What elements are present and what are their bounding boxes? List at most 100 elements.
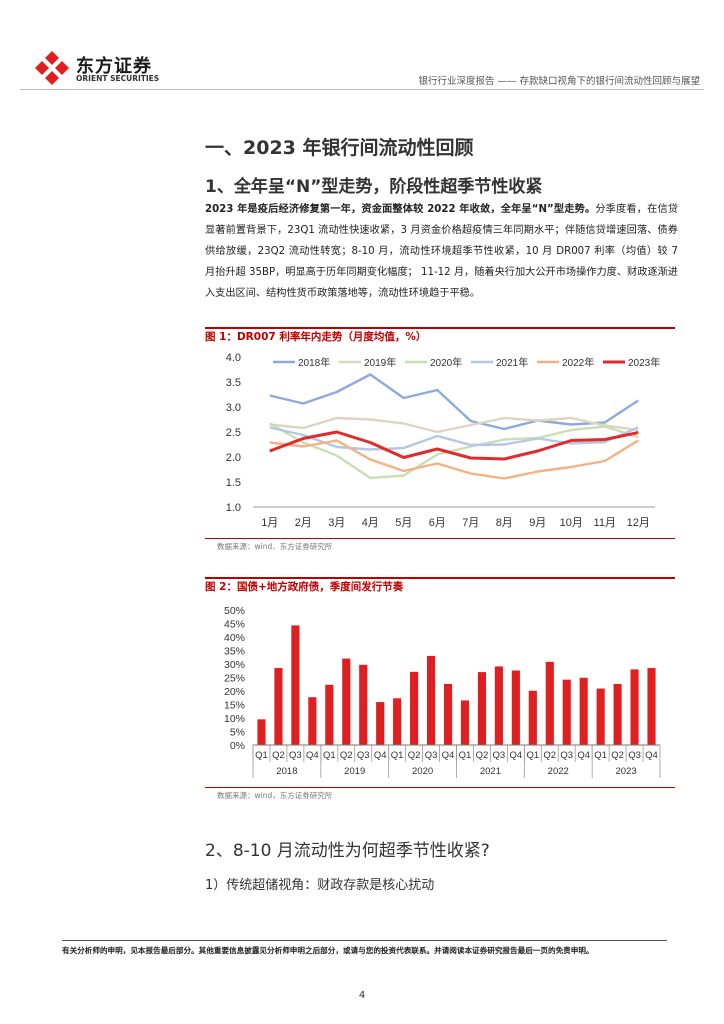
y-tick-label: 5% <box>230 727 245 739</box>
year-label: 2023 <box>616 766 637 777</box>
figure2-top-rule <box>205 577 675 579</box>
x-tick-label: 8月 <box>496 517 513 529</box>
page-number: 4 <box>358 990 366 1001</box>
y-tick-label: 4.0 <box>226 352 241 364</box>
y-tick-label: 3.0 <box>226 402 241 414</box>
bar <box>308 697 317 745</box>
y-tick-label: 2.5 <box>226 427 241 439</box>
y-tick-label: 1.0 <box>226 502 241 514</box>
quarter-label: Q4 <box>510 750 523 761</box>
bar <box>647 668 656 745</box>
quarter-label: Q2 <box>340 750 353 761</box>
figure1-bottom-rule <box>205 538 675 539</box>
quarter-label: Q2 <box>611 750 624 761</box>
quarter-label: Q1 <box>323 750 336 761</box>
figure2-source: 数据来源：wind，东方证券研究所 <box>217 791 333 800</box>
y-tick-label: 50% <box>224 605 245 617</box>
y-tick-label: 10% <box>224 713 245 725</box>
footer-divider <box>62 940 667 941</box>
bar <box>613 683 622 745</box>
quarter-label: Q2 <box>272 750 285 761</box>
series-line <box>269 416 639 434</box>
x-tick-label: 7月 <box>462 517 479 529</box>
year-label: 2019 <box>344 766 365 777</box>
figure2-bar-chart: 0%5%10%15%20%25%30%35%40%45%50%Q1 Q2 Q3 Q4 Q… <box>224 605 661 778</box>
legend-label: 2020年 <box>430 356 462 369</box>
y-tick-label: 45% <box>224 619 245 631</box>
y-tick-label: 20% <box>224 686 245 698</box>
quarter-label: Q3 <box>493 750 506 761</box>
x-tick-label: 1月 <box>261 517 278 529</box>
section-subheading: 1、全年呈“N”型走势，阶段性超季节性收紧 <box>205 177 543 197</box>
section2-heading: 2、8-10 月流动性为何超季节性收紧? <box>205 841 490 861</box>
figure1-source: 数据来源：wind、东方证券研究所 <box>217 542 333 551</box>
quarter-label: Q3 <box>425 750 438 761</box>
footer-disclaimer: 有关分析师的申明，见本报告最后部分。其他重要信息披露见分析师申明之后部分，或请与… <box>62 946 594 955</box>
figure2-bottom-rule <box>205 787 675 788</box>
bar <box>410 671 419 745</box>
bar <box>562 679 571 745</box>
header-divider <box>20 89 704 90</box>
y-tick-label: 3.5 <box>226 377 241 389</box>
figure1-title: 图 1：DR007 利率年内走势（月度均值，%） <box>205 331 427 343</box>
bar <box>426 655 436 745</box>
bar <box>325 684 334 745</box>
bar <box>596 688 605 745</box>
y-tick-label: 15% <box>224 700 245 712</box>
legend-label: 2018年 <box>298 356 330 369</box>
figure1-line-chart: 1.0 1.5 2.0 2.5 3.0 3.5 4.0 1月 2月 3月 4月 5月 6月 7月 8月 9月 1… <box>226 352 661 529</box>
quarter-label: Q4 <box>645 750 658 761</box>
legend-label: 2021年 <box>496 356 528 369</box>
series-line <box>269 422 639 480</box>
bar <box>511 670 520 745</box>
legend-label: 2022年 <box>562 356 594 369</box>
year-label: 2020 <box>412 766 433 777</box>
bar <box>291 625 300 745</box>
bar <box>528 690 537 745</box>
series-line <box>269 430 639 461</box>
y-tick-label: 0% <box>230 740 245 752</box>
quarter-label: Q4 <box>577 750 590 761</box>
quarter-label: Q2 <box>408 750 421 761</box>
figure1-top-rule <box>205 327 675 329</box>
section2-subheading: 1）传统超储视角：财政存款是核心扰动 <box>205 878 435 893</box>
quarter-label: Q4 <box>442 750 455 761</box>
paragraph-lead: 2023 年是疫后经济修复第一年，资金面整体较 2022 年收敛，全年呈“N”型… <box>205 204 596 215</box>
quarter-label: Q3 <box>560 750 573 761</box>
quarter-label: Q2 <box>476 750 489 761</box>
bar <box>460 700 470 745</box>
series-line <box>269 426 639 451</box>
series-line <box>269 373 639 431</box>
y-tick-label: 30% <box>224 659 245 671</box>
year-label: 2018 <box>276 766 297 777</box>
bar <box>342 658 351 745</box>
figure2-title: 图 2：国债+地方政府债，季度间发行节奏 <box>205 581 404 593</box>
x-tick-label: 11月 <box>594 517 616 529</box>
bar <box>443 683 453 745</box>
quarter-label: Q3 <box>289 750 302 761</box>
x-tick-label: 3月 <box>328 517 345 529</box>
x-tick-label: 12月 <box>627 517 650 529</box>
year-label: 2021 <box>480 766 501 777</box>
bar <box>393 698 402 745</box>
bar <box>477 672 487 745</box>
x-tick-label: 9月 <box>529 517 546 529</box>
x-tick-label: 4月 <box>362 517 379 529</box>
quarter-label: Q1 <box>459 750 472 761</box>
bar <box>630 669 639 745</box>
paragraph-body: 分季度看，在信贷显著前置背景下，23Q1 流动性快速收紧，3 月资金价格超疫情三… <box>205 204 679 299</box>
year-label: 2022 <box>548 766 569 777</box>
quarter-label: Q3 <box>628 750 641 761</box>
y-tick-label: 2.0 <box>226 452 241 464</box>
brand-name-cn: 东方证券 <box>76 56 152 77</box>
bar <box>257 719 266 745</box>
quarter-label: Q3 <box>357 750 370 761</box>
x-tick-label: 2月 <box>295 517 312 529</box>
report-title: 银行行业深度报告 —— 存款缺口视角下的银行间流动性回顾与展望 <box>418 76 700 87</box>
series-line <box>269 439 639 480</box>
quarter-label: Q1 <box>255 750 268 761</box>
bar <box>359 664 368 745</box>
quarter-label: Q4 <box>306 750 319 761</box>
x-tick-label: 6月 <box>429 517 446 529</box>
body-paragraph: 2023 年是疫后经济修复第一年，资金面整体较 2022 年收敛，全年呈“N”型… <box>205 199 678 304</box>
